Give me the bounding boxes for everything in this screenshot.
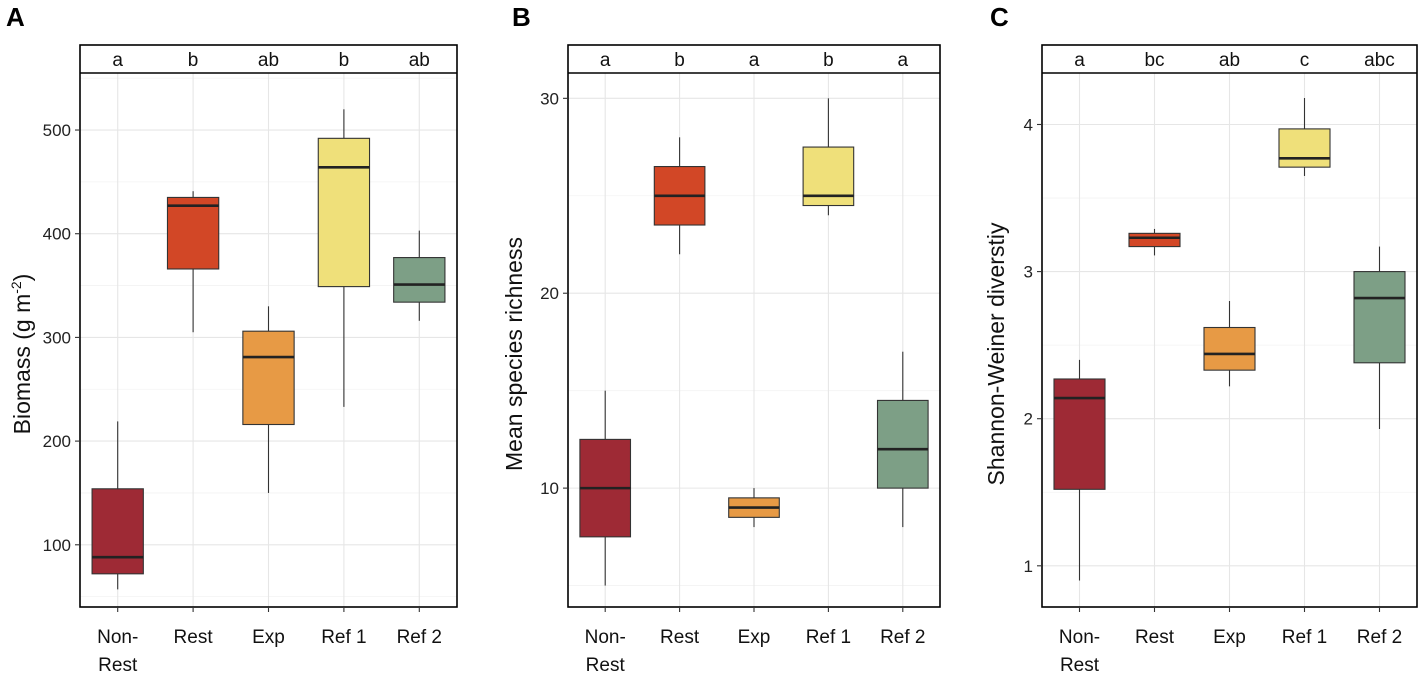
box-body [1203, 326, 1256, 371]
box-body [91, 488, 144, 575]
box-non-rest [1053, 359, 1106, 581]
box-body [317, 137, 371, 288]
box-body [242, 330, 295, 426]
box-ref-1 [802, 98, 855, 216]
category-label: Exp [252, 627, 285, 648]
box-exp [242, 306, 295, 493]
significance-label: b [823, 50, 834, 71]
significance-label: b [339, 50, 350, 71]
box-ref-2 [393, 230, 446, 321]
significance-label: abc [1364, 50, 1395, 71]
category-label: Ref 1 [321, 627, 366, 648]
y-tick-label: 4 [1024, 115, 1033, 134]
category-label: Exp [1213, 627, 1246, 648]
y-tick-label: 10 [540, 479, 559, 498]
box-body [1128, 232, 1181, 248]
box-rest [1128, 228, 1181, 256]
category-label: Rest [660, 627, 700, 648]
box-non-rest [91, 421, 144, 590]
box-ref-2 [1353, 246, 1406, 429]
y-tick-label: 300 [43, 328, 71, 347]
panel-letter: C [990, 2, 1009, 32]
significance-label: a [600, 50, 611, 71]
panel-letter: A [6, 2, 25, 32]
y-tick-label: 1 [1024, 557, 1033, 576]
category-label: Non-Rest [1059, 627, 1100, 676]
y-tick-label: 100 [43, 536, 71, 555]
y-tick-label: 3 [1024, 263, 1033, 282]
box-rest [653, 137, 706, 255]
category-label: Non-Rest [97, 627, 138, 676]
box-ref-1 [1278, 98, 1331, 176]
category-label: Exp [738, 627, 771, 648]
box-body [166, 196, 220, 270]
significance-label: ab [1219, 50, 1240, 71]
significance-label: a [749, 50, 760, 71]
box-body [393, 257, 446, 303]
panel-letter: B [512, 2, 531, 32]
category-label: Non-Rest [585, 627, 626, 676]
box-body [1278, 128, 1331, 168]
y-tick-label: 20 [540, 284, 559, 303]
box-rest [166, 191, 220, 333]
box-exp [728, 488, 780, 528]
y-axis-label: Biomass (g m-2) [8, 274, 35, 435]
y-tick-label: 2 [1024, 410, 1033, 429]
box-body [876, 399, 929, 489]
significance-label: a [898, 50, 909, 71]
category-label: Rest [1135, 627, 1175, 648]
box-non-rest [579, 390, 632, 586]
significance-label: bc [1144, 50, 1164, 71]
category-label: Ref 2 [1357, 627, 1402, 648]
significance-label: a [112, 50, 123, 71]
y-axis-label: Mean species richness [501, 237, 527, 471]
category-label: Ref 2 [397, 627, 442, 648]
y-tick-label: 400 [43, 225, 71, 244]
y-tick-label: 200 [43, 432, 71, 451]
category-label: Rest [174, 627, 214, 648]
category-label: Ref 2 [880, 627, 925, 648]
y-tick-label: 30 [540, 89, 559, 108]
y-axis-label: Shannon-Weiner diverstiy [983, 222, 1009, 485]
box-ref-2 [876, 351, 929, 528]
category-label: Ref 1 [806, 627, 851, 648]
significance-label: ab [409, 50, 430, 71]
significance-label: c [1300, 50, 1310, 71]
box-ref-1 [317, 109, 371, 407]
box-exp [1203, 301, 1256, 387]
significance-label: ab [258, 50, 279, 71]
significance-label: b [674, 50, 685, 71]
box-body [1353, 271, 1406, 364]
y-tick-label: 500 [43, 121, 71, 140]
significance-label: a [1074, 50, 1085, 71]
panel-b: Ba b a b a 10 20 30 Non-Rest Rest Exp Ref 1 Ref 2 Mea… [501, 2, 941, 676]
category-label: Ref 1 [1282, 627, 1327, 648]
box-body [1053, 378, 1106, 490]
significance-label: b [188, 50, 199, 71]
